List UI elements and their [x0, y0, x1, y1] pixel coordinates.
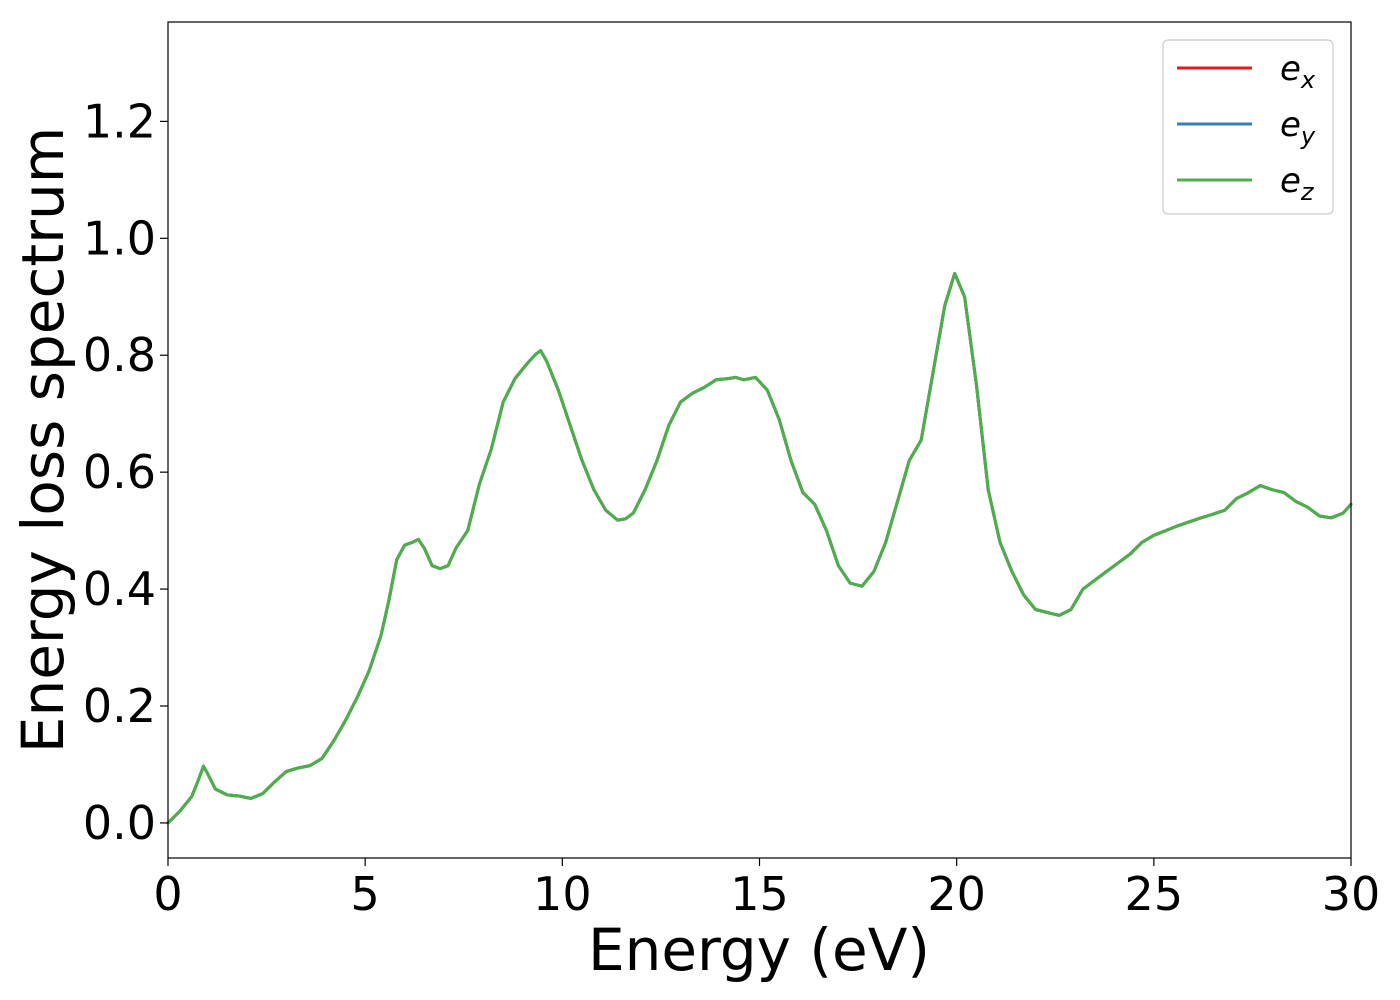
series-line-e-x: [166, 271, 1353, 825]
series-line-e-y: [166, 271, 1353, 825]
x-tick-label: 10: [533, 867, 592, 921]
legend-box: [1162, 39, 1334, 215]
y-axis-ticks: 0.0 0.2 0.4 0.6 0.8 1.0 1.2: [83, 94, 168, 850]
y-tick-label: 0.0: [83, 796, 156, 850]
y-tick-label: 0.2: [83, 679, 156, 733]
x-tick-label: 20: [927, 867, 986, 921]
y-tick-label: 0.8: [83, 328, 156, 382]
x-axis-label: Energy (eV): [588, 916, 930, 984]
y-tick-label: 0.4: [83, 562, 156, 616]
y-tick-label: 1.2: [83, 94, 156, 148]
legend-label-e-y: ey: [1280, 105, 1316, 150]
series-layer: [166, 271, 1353, 825]
legend-label-e-x: ex: [1280, 49, 1316, 94]
legend-label-e-z: ez: [1280, 161, 1315, 206]
x-tick-label: 15: [730, 867, 789, 921]
y-tick-label: 0.6: [83, 445, 156, 499]
x-tick-label: 0: [153, 867, 182, 921]
series-line-e-z: [166, 271, 1353, 825]
y-tick-label: 1.0: [83, 211, 156, 265]
y-axis-label: Energy loss spectrum: [9, 127, 77, 753]
x-tick-label: 5: [351, 867, 380, 921]
x-tick-label: 30: [1322, 867, 1381, 921]
x-axis-ticks: 0 5 10 15 20 25 30: [153, 858, 1380, 921]
legend: ex ey ez: [1162, 39, 1334, 215]
x-tick-label: 25: [1125, 867, 1184, 921]
